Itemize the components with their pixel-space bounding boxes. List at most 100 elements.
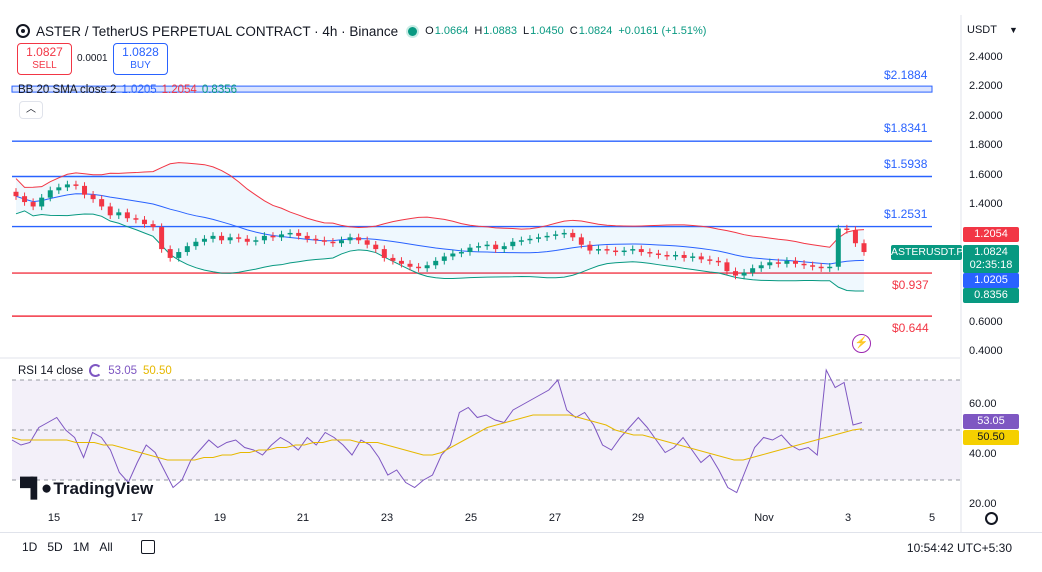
level-label: $0.937 [892,278,929,293]
bb-label: BB 20 SMA close 2 [18,84,117,96]
tradingview-logo: ▀▌● TradingView [20,478,153,500]
candle-body [493,244,499,250]
candle-body [801,263,807,266]
candle-body [150,224,156,228]
candle-body [844,228,850,230]
chevron-down-icon: ▼ [1008,25,1018,35]
candle-body [433,260,439,266]
candle-body [338,240,344,244]
candle-body [13,191,19,197]
sell-button[interactable]: 1.0827 SELL [17,43,72,75]
level-label: $1.8341 [884,121,928,136]
candle-body [724,262,730,272]
candle-body [673,254,679,257]
candle-body [201,238,207,242]
time-tick-label: 25 [464,512,478,524]
price-tick-label: 0.6000 [969,315,1003,328]
candle-body [236,237,242,239]
candle-body [167,249,173,258]
candle-body [835,228,841,267]
candle-body [553,234,559,236]
candle-body [373,244,379,250]
currency-selector[interactable]: USDT ▼ [967,24,1018,36]
candle-body [750,268,756,273]
candle-body [253,240,259,242]
time-tick-label: 3 [844,512,852,524]
bb-upper-value: 1.2054 [161,84,197,96]
bb-basis-tag: 1.0205 [963,273,1019,288]
range-button-all[interactable]: All [99,540,113,554]
candle-body [630,249,636,251]
candle-body [210,235,216,239]
clock[interactable]: 10:54:42 UTC+5:30 [906,541,1012,555]
candle-body [690,256,696,258]
range-toolbar: 1D 5D 1M All [22,540,155,554]
settings-gear-icon[interactable] [985,512,998,525]
candle-body [398,260,404,264]
candle-body [99,199,105,207]
candle-body [64,184,70,188]
candle-body [296,232,302,236]
candle-body [441,256,447,261]
spread-value: 0.0001 [77,53,108,64]
level-label: $2.1884 [884,68,928,83]
candle-body [124,212,130,219]
candle-body [30,202,36,207]
flash-icon[interactable]: ⚡ [852,334,871,353]
rsi-line [11,368,863,494]
buy-label: BUY [130,60,151,71]
bb-basis-value: 1.0205 [121,84,157,96]
bb-legend[interactable]: BB 20 SMA close 2 1.0205 1.2054 0.8356 [18,84,237,96]
price-tick-label: 2.2000 [969,80,1003,93]
level-label: $1.2531 [884,206,928,221]
ohlc-values: O1.0664 H1.0883 L1.0450 C1.0824 +0.0161 (+1.… [425,25,706,37]
candle-body [638,249,644,253]
candle-body [364,240,370,245]
rsi-legend[interactable]: RSI 14 close 53.05 50.50 [18,364,172,377]
candle-body [536,237,542,239]
level-lines [11,85,933,317]
candle-body [707,259,713,261]
candle-body [518,240,524,242]
candle-body [330,241,336,244]
bb-upper-line [15,162,865,248]
candle-body [416,266,422,269]
candle-body [176,252,182,258]
candle-body [767,262,773,266]
candle-body [792,260,798,264]
rsi-pane [0,357,960,494]
ohlc-item: +0.0161 (+1.51%) [618,25,707,37]
candle-body [73,184,79,186]
candle-body [758,265,764,269]
collapse-legend-button[interactable]: ︿ [19,101,43,119]
sell-price: 1.0827 [26,45,63,59]
candle-body [698,256,704,260]
symbol-title[interactable]: ASTER / TetherUS PERPETUAL CONTRACT · 4h… [36,23,399,39]
candle-body [861,243,867,253]
candle-body [527,238,533,241]
candle-body [407,263,413,267]
chevron-up-icon: ︿ [26,104,36,115]
range-button-1d[interactable]: 1D [22,540,38,554]
price-tick-label: 0.4000 [969,345,1003,357]
candle-body [818,266,824,269]
calendar-icon[interactable] [140,540,155,554]
buy-button[interactable]: 1.0828 BUY [113,43,168,75]
bb-basis-line [15,193,865,265]
candles [13,180,867,280]
tv-mark-icon: ▀▌● [20,478,52,499]
range-button-5d[interactable]: 5D [47,540,63,554]
buy-price: 1.0828 [122,45,159,59]
candle-body [133,218,139,220]
candle-body [184,246,190,253]
rsi-value: 53.05 [108,364,137,377]
time-tick-label: Nov [754,512,774,524]
refresh-icon [89,364,103,377]
candle-body [852,229,858,244]
candle-body [664,254,670,257]
rsi-tick-label: 60.00 [969,398,997,410]
toolbar-divider [0,532,1042,533]
range-button-1m[interactable]: 1M [72,540,90,554]
candle-body [570,232,576,238]
